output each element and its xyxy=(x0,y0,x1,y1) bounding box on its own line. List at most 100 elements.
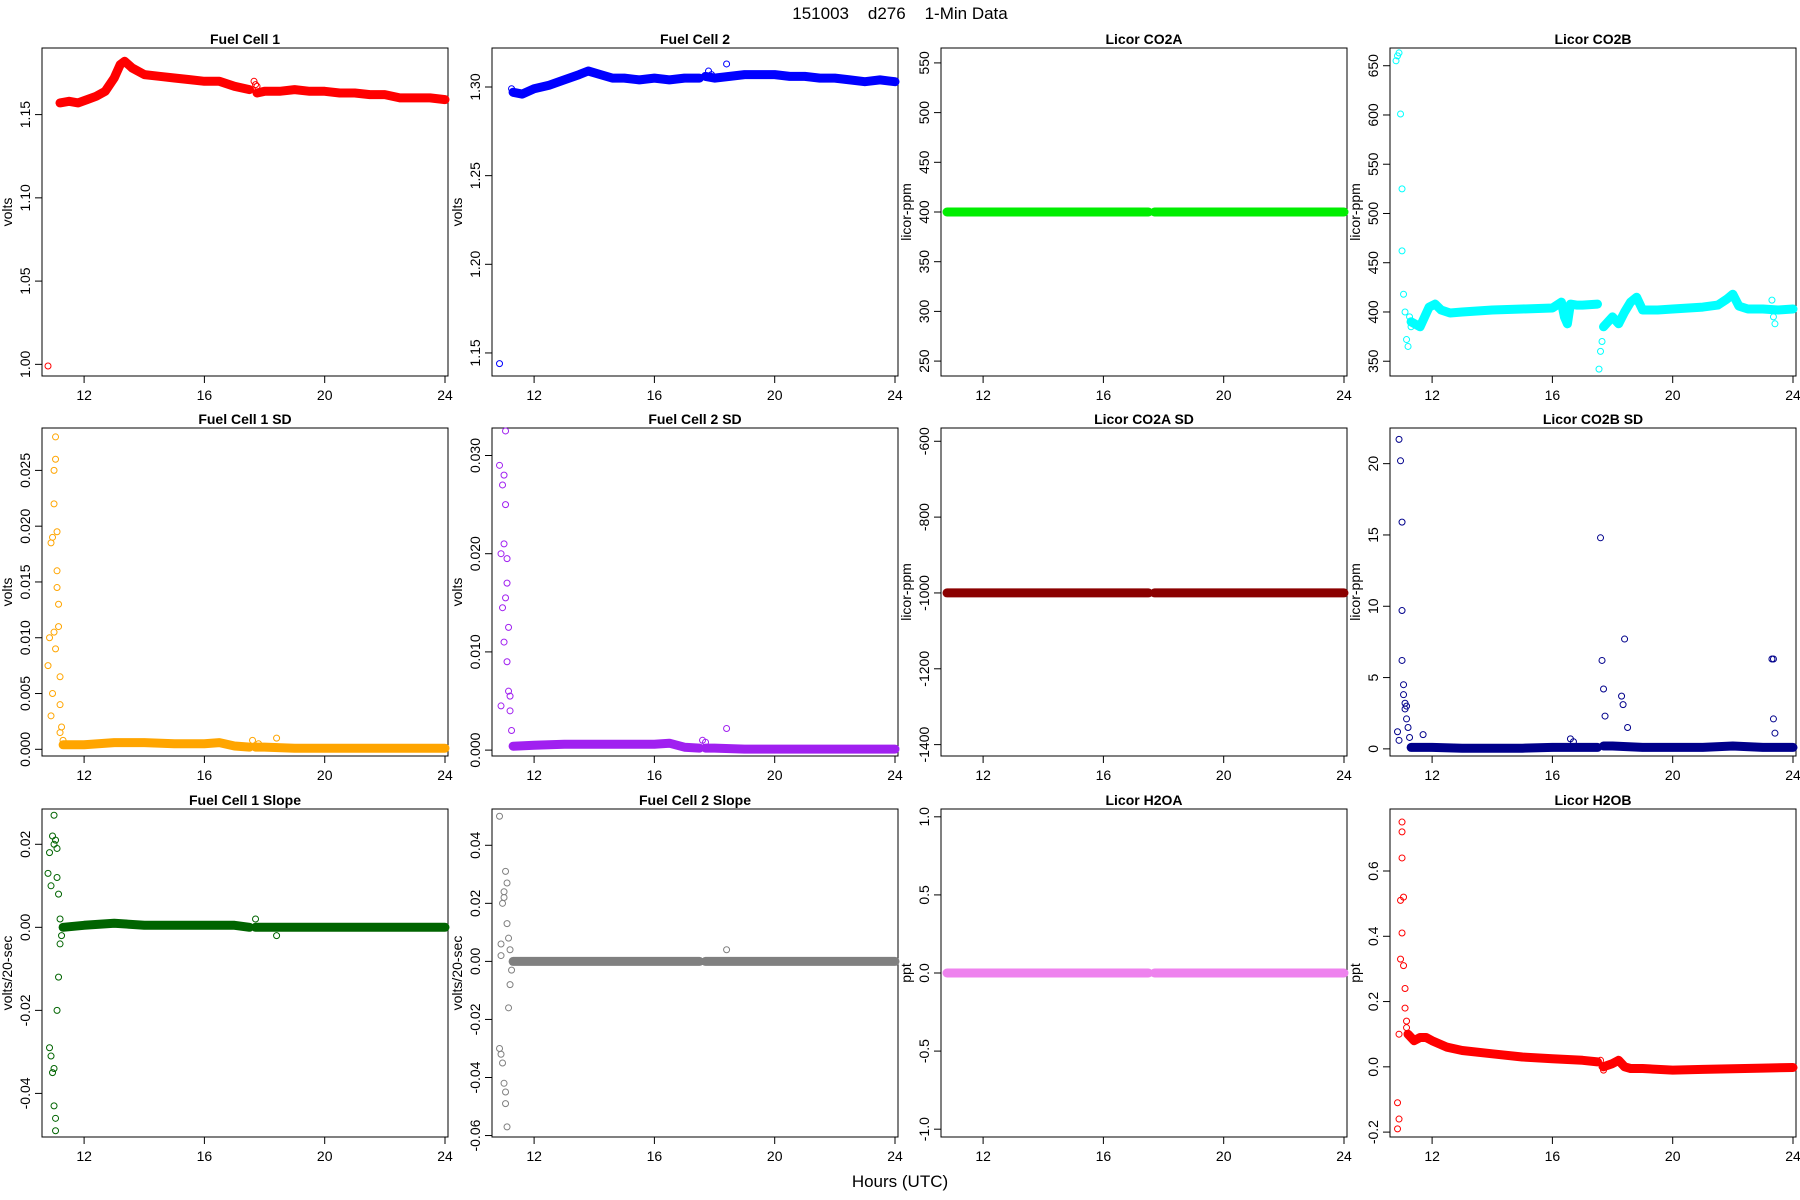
y-tick-label: 15 xyxy=(1365,527,1381,543)
data-point xyxy=(506,981,514,989)
data-point xyxy=(1624,723,1632,731)
x-tick-label: 20 xyxy=(317,1148,333,1164)
data-point xyxy=(250,77,258,85)
data-point xyxy=(1398,247,1406,255)
data-point xyxy=(499,899,507,907)
x-tick-label: 20 xyxy=(1665,1148,1681,1164)
y-axis-label: licor-ppm xyxy=(1347,563,1363,621)
plot-frame xyxy=(491,808,899,1138)
x-tick-label: 12 xyxy=(526,1148,542,1164)
data-series xyxy=(252,85,450,105)
data-point xyxy=(503,579,511,587)
data-point xyxy=(52,645,60,653)
data-point xyxy=(508,85,516,93)
data-point xyxy=(1395,435,1403,443)
y-tick-label: 0.6 xyxy=(1365,861,1381,881)
plot-title: Fuel Cell 2 SD xyxy=(648,411,741,427)
data-point xyxy=(505,1004,513,1012)
data-point xyxy=(1401,308,1409,316)
y-tick-label: -1400 xyxy=(916,727,932,763)
data-point xyxy=(1598,338,1606,346)
data-point xyxy=(1398,818,1406,826)
data-point xyxy=(49,1069,57,1077)
data-point xyxy=(508,966,516,974)
chart-2: Fuel Cell 2 12 16 20 24 1.15 1.20 1.25 1.30 volts xyxy=(449,31,903,403)
y-tick-label: 1.00 xyxy=(17,351,33,378)
data-point xyxy=(1403,1024,1411,1032)
data-point xyxy=(58,723,66,731)
data-point xyxy=(502,1100,510,1108)
plot-title: Fuel Cell 1 xyxy=(210,31,280,47)
data-point xyxy=(1771,729,1779,737)
data-point xyxy=(1597,347,1605,355)
data-point xyxy=(1595,365,1603,373)
plot-frame xyxy=(1389,808,1797,1138)
y-tick-label: 350 xyxy=(916,250,932,274)
y-tick-label: 1.25 xyxy=(467,162,483,189)
data-series xyxy=(1406,297,1602,332)
y-tick-label: 0.5 xyxy=(916,885,932,905)
data-point xyxy=(1569,738,1577,746)
plot-title: Licor CO2A xyxy=(1105,31,1182,47)
data-point xyxy=(502,594,510,602)
y-tick-label: -1.0 xyxy=(916,1117,932,1141)
x-tick-label: 12 xyxy=(975,767,991,783)
x-tick-label: 16 xyxy=(1096,387,1112,403)
data-point xyxy=(500,888,508,896)
x-tick-label: 12 xyxy=(1424,1148,1440,1164)
data-point xyxy=(50,1064,58,1072)
data-point xyxy=(505,687,513,695)
data-series xyxy=(701,743,900,754)
data-point xyxy=(1403,336,1411,344)
plot-title: Licor H2OA xyxy=(1105,792,1182,808)
y-tick-label: 400 xyxy=(916,200,932,224)
x-tick-label: 20 xyxy=(1665,387,1681,403)
y-tick-label: 0.02 xyxy=(467,889,483,916)
y-tick-label: 0.015 xyxy=(17,564,33,599)
data-point xyxy=(503,879,511,887)
data-point xyxy=(52,433,60,441)
data-point xyxy=(499,604,507,612)
y-tick-label: -800 xyxy=(916,503,932,531)
x-tick-label: 16 xyxy=(197,387,213,403)
data-point xyxy=(1769,313,1777,321)
plot-frame xyxy=(491,47,899,377)
data-point xyxy=(497,940,505,948)
data-point xyxy=(506,707,514,715)
x-tick-label: 20 xyxy=(317,767,333,783)
data-point xyxy=(46,634,54,642)
data-point xyxy=(59,736,67,744)
y-tick-label: 0.0 xyxy=(916,963,932,983)
data-point xyxy=(49,690,57,698)
data-point xyxy=(1400,962,1408,970)
plot-frame xyxy=(41,47,449,377)
data-point xyxy=(252,81,260,89)
x-tick-label: 12 xyxy=(1424,767,1440,783)
data-point xyxy=(1400,290,1408,298)
plot-title: Licor H2OB xyxy=(1554,792,1631,808)
data-point xyxy=(497,952,505,960)
x-tick-label: 12 xyxy=(1424,387,1440,403)
plot-title: Fuel Cell 1 SD xyxy=(198,411,291,427)
y-tick-label: 450 xyxy=(1365,251,1381,275)
data-point xyxy=(253,82,261,90)
data-point xyxy=(497,702,505,710)
x-tick-label: 12 xyxy=(76,1148,92,1164)
data-point xyxy=(47,1052,55,1060)
x-tick-label: 24 xyxy=(1336,767,1352,783)
chart-1: Fuel Cell 1 12 16 20 24 1.00 1.05 1.10 1.15 volts xyxy=(0,31,453,403)
y-tick-label: -1000 xyxy=(916,575,932,611)
y-axis-label: volts xyxy=(0,578,15,607)
data-point xyxy=(1395,49,1403,57)
y-tick-label: 1.05 xyxy=(17,267,33,294)
y-tick-label: 450 xyxy=(916,150,932,174)
y-axis-label: volts xyxy=(449,198,465,227)
chart-9: Fuel Cell 1 Slope 12 16 20 24 -0.04 -0.02 0.00 0… xyxy=(0,792,453,1164)
data-point xyxy=(500,540,508,548)
data-point xyxy=(1395,1030,1403,1038)
data-point xyxy=(1406,313,1414,321)
y-tick-label: 0.02 xyxy=(17,830,33,857)
data-point xyxy=(52,1127,60,1135)
y-tick-label: 600 xyxy=(1365,103,1381,127)
y-tick-label: 500 xyxy=(1365,202,1381,226)
